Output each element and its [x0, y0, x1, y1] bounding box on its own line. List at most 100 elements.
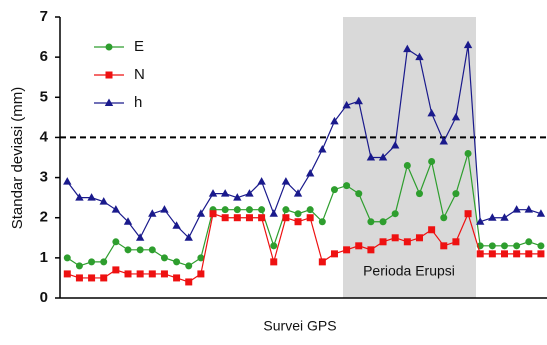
point	[343, 182, 351, 190]
point	[440, 214, 448, 222]
point	[123, 217, 133, 225]
point	[451, 112, 461, 121]
point	[452, 190, 460, 198]
point	[355, 190, 363, 198]
series-line	[66, 45, 542, 239]
point	[136, 270, 144, 278]
y-axis-label: Standar deviasi (mm)	[9, 87, 26, 230]
point	[452, 238, 460, 246]
series-line	[66, 153, 542, 267]
point	[440, 242, 448, 250]
point	[282, 214, 290, 222]
point	[306, 214, 314, 222]
point	[245, 189, 254, 197]
point	[196, 209, 206, 217]
point	[427, 108, 436, 117]
point	[173, 258, 181, 266]
point	[294, 218, 302, 226]
point	[160, 270, 168, 278]
point	[87, 193, 96, 201]
point	[75, 193, 84, 201]
point	[281, 177, 291, 185]
point	[463, 40, 473, 49]
point	[63, 254, 71, 262]
point	[112, 266, 120, 274]
point	[513, 242, 521, 250]
point	[524, 205, 533, 213]
legend-label: h	[134, 94, 142, 111]
point	[184, 233, 193, 241]
y-tick-label: 2	[40, 209, 48, 226]
y-tick-label: 5	[40, 88, 48, 105]
point	[391, 210, 399, 218]
legend-label: E	[134, 38, 144, 55]
point	[428, 158, 436, 166]
point	[197, 254, 205, 262]
point	[500, 242, 508, 250]
point	[233, 193, 242, 201]
point	[318, 144, 327, 153]
point	[282, 206, 290, 214]
point	[185, 278, 193, 286]
point	[270, 242, 278, 250]
point	[305, 169, 315, 177]
y-tick-label: 1	[40, 249, 48, 266]
point	[488, 213, 497, 221]
point	[403, 44, 412, 53]
point	[318, 258, 326, 266]
point	[306, 206, 314, 214]
point	[488, 250, 496, 258]
y-tick-label: 3	[40, 169, 48, 186]
point	[136, 246, 144, 254]
point	[391, 234, 399, 242]
point	[355, 242, 363, 250]
point	[245, 206, 253, 214]
point	[258, 214, 266, 222]
point	[415, 190, 423, 198]
point	[105, 43, 113, 51]
point	[330, 186, 338, 194]
point	[172, 221, 181, 229]
point	[148, 270, 156, 278]
point	[63, 177, 72, 185]
point	[269, 209, 278, 217]
point	[88, 274, 96, 282]
point	[439, 136, 448, 145]
point	[536, 209, 546, 217]
point	[148, 209, 157, 217]
point	[415, 234, 423, 242]
point	[160, 205, 169, 213]
point	[464, 210, 472, 218]
point	[112, 238, 120, 246]
eruption-period-shade	[343, 17, 476, 298]
point	[221, 206, 229, 214]
point	[221, 214, 229, 222]
point	[513, 250, 521, 258]
point	[415, 52, 424, 61]
point	[525, 250, 533, 258]
point	[160, 254, 168, 262]
point	[124, 246, 132, 254]
point	[233, 206, 241, 214]
point	[105, 71, 113, 79]
point	[428, 226, 436, 234]
point	[537, 242, 545, 250]
point	[512, 205, 521, 213]
point	[476, 217, 485, 225]
point	[488, 242, 496, 250]
y-tick-label: 7	[40, 8, 48, 25]
point	[293, 189, 303, 197]
point	[173, 274, 181, 282]
point	[135, 233, 145, 241]
point	[476, 250, 484, 258]
point	[257, 177, 266, 185]
point	[367, 218, 375, 226]
point	[403, 162, 411, 170]
point	[537, 250, 545, 258]
annotation: Perioda Erupsi	[363, 263, 455, 279]
point	[63, 270, 71, 278]
point	[366, 153, 376, 161]
point	[330, 116, 339, 125]
point	[379, 238, 387, 246]
